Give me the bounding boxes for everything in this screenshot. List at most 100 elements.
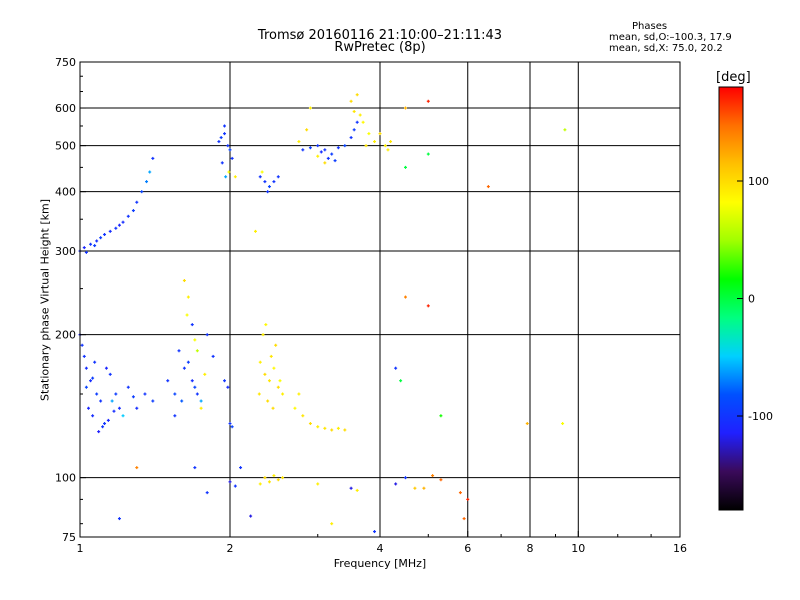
data-point bbox=[195, 349, 199, 353]
data-point bbox=[82, 354, 86, 358]
data-point bbox=[330, 152, 334, 156]
data-point bbox=[103, 233, 107, 237]
data-point bbox=[352, 128, 356, 132]
data-point bbox=[166, 379, 170, 383]
data-point bbox=[426, 152, 430, 156]
data-point bbox=[227, 170, 231, 174]
data-point bbox=[95, 239, 99, 243]
data-point bbox=[190, 323, 194, 327]
data-point bbox=[230, 425, 234, 429]
data-point bbox=[272, 474, 276, 478]
data-point bbox=[117, 406, 121, 410]
data-point bbox=[297, 392, 301, 396]
colorbar-tick-label: 100 bbox=[748, 175, 769, 188]
data-point bbox=[148, 170, 152, 174]
x-tick-label: 16 bbox=[673, 542, 687, 555]
data-point bbox=[193, 466, 197, 470]
data-point bbox=[126, 385, 130, 389]
data-point bbox=[323, 148, 327, 152]
data-point bbox=[323, 426, 327, 430]
data-point bbox=[403, 106, 407, 110]
data-point bbox=[82, 246, 86, 250]
y-tick-label: 200 bbox=[55, 329, 76, 342]
data-point bbox=[186, 295, 190, 299]
data-point bbox=[195, 392, 199, 396]
y-tick-label: 300 bbox=[55, 245, 76, 258]
y-tick-label: 100 bbox=[55, 472, 76, 485]
data-points bbox=[78, 93, 567, 534]
data-point bbox=[180, 399, 184, 403]
data-point bbox=[267, 185, 271, 189]
data-point bbox=[223, 379, 227, 383]
x-tick-label: 8 bbox=[527, 542, 534, 555]
x-tick-label: 2 bbox=[227, 542, 234, 555]
y-tick-label: 750 bbox=[55, 56, 76, 69]
data-point bbox=[266, 190, 270, 194]
data-point bbox=[108, 372, 112, 376]
data-point bbox=[343, 428, 347, 432]
data-point bbox=[193, 385, 197, 389]
data-point bbox=[93, 244, 97, 248]
data-point bbox=[316, 154, 320, 158]
data-point bbox=[263, 180, 267, 184]
data-point bbox=[217, 140, 221, 144]
data-point bbox=[177, 349, 181, 353]
data-point bbox=[228, 148, 232, 152]
data-point bbox=[226, 144, 230, 148]
data-point bbox=[466, 497, 470, 501]
data-point bbox=[93, 360, 97, 364]
data-point bbox=[276, 478, 280, 482]
data-point bbox=[84, 366, 88, 370]
data-point bbox=[316, 482, 320, 486]
data-point bbox=[260, 170, 264, 174]
data-point bbox=[316, 425, 320, 429]
data-point bbox=[263, 372, 267, 376]
data-point bbox=[190, 379, 194, 383]
data-point bbox=[349, 136, 353, 140]
data-point bbox=[185, 313, 189, 317]
data-point bbox=[316, 144, 320, 148]
colorbar-label: [deg] bbox=[716, 70, 751, 85]
data-point bbox=[267, 379, 271, 383]
data-point bbox=[182, 279, 186, 283]
data-point bbox=[361, 120, 365, 124]
data-point bbox=[266, 399, 270, 403]
data-point bbox=[258, 482, 262, 486]
data-point bbox=[199, 399, 203, 403]
chart-subtitle: RwPretec (8p) bbox=[334, 40, 426, 55]
data-point bbox=[249, 514, 253, 518]
data-point bbox=[343, 144, 347, 148]
y-tick-label: 75 bbox=[62, 531, 76, 544]
data-point bbox=[276, 385, 280, 389]
data-point bbox=[373, 530, 377, 534]
data-point bbox=[205, 491, 209, 495]
data-point bbox=[426, 99, 430, 103]
x-tick-label: 6 bbox=[464, 542, 471, 555]
data-point bbox=[223, 124, 227, 128]
data-point bbox=[117, 517, 121, 521]
data-point bbox=[151, 156, 155, 160]
y-tick-label: 500 bbox=[55, 140, 76, 153]
data-point bbox=[230, 156, 234, 160]
data-point bbox=[106, 418, 110, 422]
data-point bbox=[378, 132, 382, 136]
data-point bbox=[272, 180, 276, 184]
data-point bbox=[561, 422, 565, 426]
data-point bbox=[383, 144, 387, 148]
data-point bbox=[84, 250, 88, 254]
legend-title: Phases bbox=[632, 21, 668, 32]
data-point bbox=[257, 392, 261, 396]
data-point bbox=[223, 132, 227, 136]
colorbar-tick-label: -100 bbox=[748, 410, 773, 423]
chart-title: Tromsø 20160116 21:10:00–21:11:43 bbox=[257, 28, 503, 43]
data-point bbox=[389, 140, 393, 144]
data-point bbox=[336, 426, 340, 430]
data-point bbox=[403, 476, 407, 480]
data-point bbox=[226, 385, 230, 389]
data-point bbox=[131, 395, 135, 399]
data-point bbox=[271, 406, 275, 410]
data-point bbox=[84, 385, 88, 389]
grid-lines bbox=[80, 62, 680, 537]
data-point bbox=[330, 428, 334, 432]
data-point bbox=[228, 422, 232, 426]
